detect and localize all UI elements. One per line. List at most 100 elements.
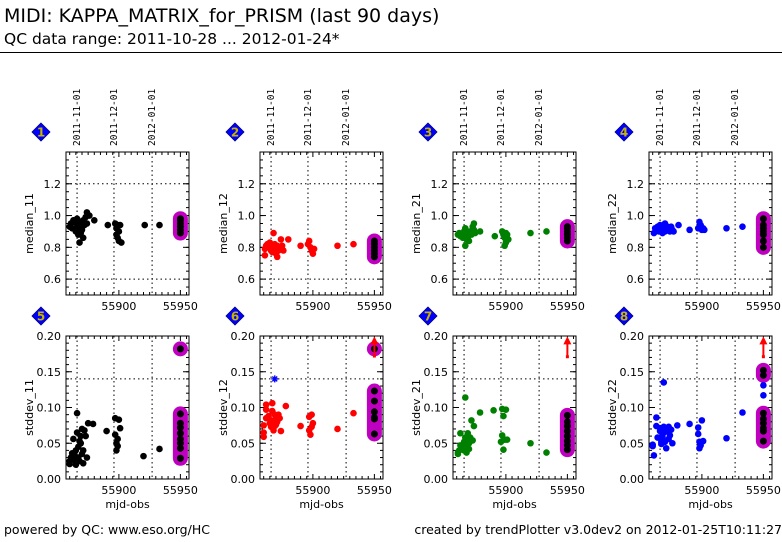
highlighted-point — [563, 223, 571, 231]
y-tick-label: 0.05 — [424, 437, 449, 450]
data-point — [104, 221, 112, 229]
plot-data — [454, 336, 575, 458]
data-point — [89, 420, 97, 428]
data-point — [650, 452, 658, 459]
y-tick-label: 0.20 — [231, 330, 256, 343]
data-point — [666, 432, 674, 439]
plot-data — [260, 336, 382, 442]
highlighted-point — [759, 409, 767, 417]
data-point — [686, 420, 693, 428]
y-tick-label: 0.6 — [627, 273, 645, 286]
data-point — [310, 245, 318, 253]
data-point — [116, 221, 124, 229]
x-tick-label: 55900 — [684, 484, 719, 497]
data-point — [667, 426, 675, 433]
highlighted-point — [370, 387, 378, 395]
date-label: 2011-12-01 — [496, 89, 507, 146]
data-point — [70, 435, 77, 443]
arrow-head — [370, 336, 379, 345]
plot-panel-8: 8 0.00 0.05 0.10 0.15 0.20 55900 55950 stddev_22… — [606, 306, 781, 511]
data-point — [115, 228, 123, 235]
data-point — [500, 446, 507, 453]
data-point — [276, 414, 283, 422]
plot-panel-2: 2 2011-11-01 2011-12-01 2012-01-01 0.6 0.8 1.0… — [217, 89, 392, 313]
data-point — [675, 221, 682, 229]
data-point — [470, 220, 478, 227]
x-tick-label: 55900 — [295, 484, 330, 497]
data-point — [79, 459, 87, 467]
y-tick-label: 0.15 — [424, 366, 449, 379]
data-point — [465, 237, 473, 245]
data-point — [462, 242, 469, 250]
y-tick-label: 1.0 — [431, 210, 449, 223]
highlighted-point — [370, 397, 378, 405]
x-tick-label: 55900 — [488, 300, 523, 313]
date-label: 2012-01-01 — [534, 89, 545, 146]
y-tick-label: 1.2 — [431, 178, 449, 191]
x-axis-label: mjd-obs — [105, 498, 150, 511]
date-label: 2011-12-01 — [109, 89, 120, 146]
plot-badge-icon — [225, 122, 245, 142]
highlighted-point — [176, 454, 184, 462]
plot-badge-icon — [418, 306, 438, 326]
data-point — [309, 419, 317, 427]
data-point — [277, 427, 285, 435]
highlighted-point — [176, 410, 184, 418]
y-axis-label: stddev_12 — [217, 379, 230, 436]
y-tick-label: 0.15 — [231, 366, 256, 379]
x-tick-label: 55900 — [101, 484, 136, 497]
data-point — [115, 416, 123, 423]
data-point — [260, 422, 267, 429]
data-point — [269, 399, 276, 407]
plot-panel-5: 5 0.00 0.05 0.10 0.15 0.20 55900 55950 stddev_11… — [23, 306, 198, 511]
plot-badge-icon — [31, 122, 51, 142]
plot-data — [650, 211, 771, 255]
x-axis-label: mjd-obs — [492, 498, 537, 511]
highlighted-point — [563, 432, 571, 440]
highlighted-point — [370, 237, 378, 245]
arrow-head — [759, 336, 768, 345]
y-tick-label: 0.10 — [424, 402, 449, 415]
arrow-base — [372, 354, 376, 358]
data-point — [284, 236, 292, 243]
y-tick-label: 1.2 — [627, 178, 645, 191]
x-tick-label: 55950 — [550, 484, 585, 497]
plot-badge-number: 2 — [231, 126, 239, 140]
y-axis-label: stddev_21 — [410, 379, 423, 436]
data-point — [114, 435, 121, 443]
data-point — [468, 417, 475, 424]
special-marker-icon — [271, 375, 279, 383]
plot-badge-number: 1 — [37, 126, 45, 140]
page-title: MIDI: KAPPA_MATRIX_for_PRISM (last 90 da… — [4, 5, 440, 27]
plot-panel-7: 7 0.00 0.05 0.10 0.15 0.20 55900 55950 stddev_21… — [410, 306, 585, 511]
data-point — [84, 419, 92, 427]
data-point — [77, 432, 85, 440]
x-tick-label: 55900 — [101, 300, 136, 313]
y-tick-label: 0.05 — [620, 437, 645, 450]
data-point — [334, 242, 341, 250]
highlighted-point — [759, 424, 767, 432]
data-point — [470, 422, 478, 430]
data-point — [662, 444, 670, 452]
y-tick-label: 0.05 — [37, 437, 62, 450]
data-point — [260, 433, 267, 441]
highlighted-point — [176, 444, 184, 452]
y-axis-label: median_21 — [410, 193, 423, 254]
x-tick-label: 55950 — [550, 300, 585, 313]
data-point — [739, 223, 746, 230]
data-point — [282, 402, 290, 410]
data-point — [670, 228, 677, 235]
data-point — [141, 221, 149, 229]
y-tick-label: 0.6 — [44, 273, 62, 286]
y-tick-label: 0.8 — [431, 241, 449, 254]
data-point — [86, 212, 93, 219]
plot-panel-6: 6 0.00 0.05 0.10 0.15 0.20 55900 55950 stddev_12… — [217, 306, 392, 511]
y-tick-label: 0.20 — [620, 330, 645, 343]
plot-badge-number: 3 — [424, 126, 432, 140]
data-point — [350, 240, 357, 248]
y-axis-label: stddev_11 — [23, 379, 36, 436]
data-point — [543, 228, 550, 235]
footer-created-by: created by trendPlotter v3.0dev2 on 2012… — [414, 522, 782, 537]
y-tick-label: 0.10 — [620, 402, 645, 415]
y-tick-label: 0.00 — [37, 473, 62, 486]
